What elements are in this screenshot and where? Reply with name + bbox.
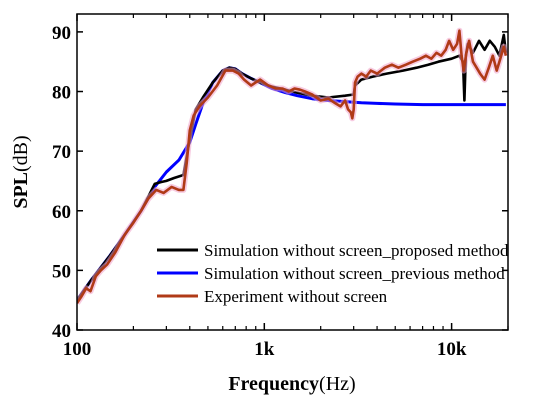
series-line-2 (77, 29, 508, 304)
y-tick-label: 60 (52, 202, 71, 223)
series-layer (77, 27, 508, 305)
tick-labels: 40 50 60 70 80 90 100 1k 10k (52, 23, 467, 360)
y-tick-label: 50 (52, 261, 71, 282)
y-tick-label: 80 (52, 83, 71, 104)
legend: Simulation without screen_proposed metho… (157, 241, 509, 306)
legend-label-1: Simulation without screen_previous metho… (204, 264, 505, 283)
y-tick-label: 90 (52, 23, 71, 44)
y-axis-label: SPL(dB) (10, 135, 32, 208)
x-tick-label: 10k (437, 339, 467, 360)
plot-frame (76, 13, 509, 331)
x-tick-label: 1k (254, 339, 275, 360)
legend-label-2: Experiment without screen (204, 287, 388, 306)
y-tick-label: 40 (52, 321, 71, 342)
legend-label-0: Simulation without screen_proposed metho… (204, 241, 509, 260)
x-axis-label: Frequency(Hz) (228, 373, 355, 395)
x-tick-label: 100 (63, 339, 92, 360)
y-tick-label: 70 (52, 142, 71, 163)
axis-ticks (76, 14, 509, 331)
